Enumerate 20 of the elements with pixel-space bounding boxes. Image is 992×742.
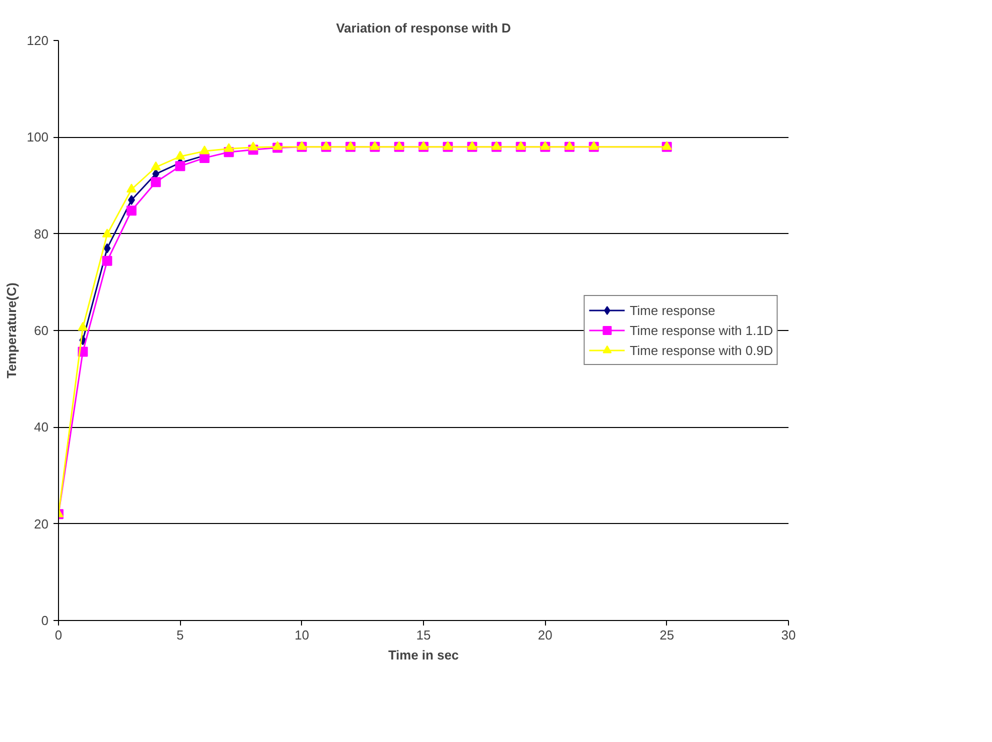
y-tick-label: 20 [34, 516, 49, 532]
x-axis-title: Time in sec [388, 648, 459, 662]
x-tick-label: 25 [660, 628, 674, 642]
y-tick-label: 120 [26, 33, 49, 48]
y-tick-label: 100 [26, 130, 49, 145]
y-axis-title: Temperature(C) [4, 282, 19, 378]
y-tick-label: 0 [41, 613, 49, 628]
chart-title: Variation of response with D [336, 20, 511, 36]
x-tick-label: 30 [781, 628, 796, 642]
y-tick-label: 80 [34, 226, 49, 242]
legend-label: Time response with 0.9D [630, 342, 773, 358]
legend-label: Time response with 1.1D [630, 322, 773, 338]
x-tick-label: 10 [294, 628, 310, 642]
y-tick-label: 60 [34, 323, 49, 338]
x-tick-label: 20 [538, 628, 552, 642]
x-tick-label: 15 [416, 628, 431, 642]
x-tick-label: 5 [176, 628, 184, 642]
y-tick-label: 40 [34, 420, 49, 435]
legend-label: Time response [630, 302, 716, 318]
x-tick-label: 0 [54, 628, 62, 642]
